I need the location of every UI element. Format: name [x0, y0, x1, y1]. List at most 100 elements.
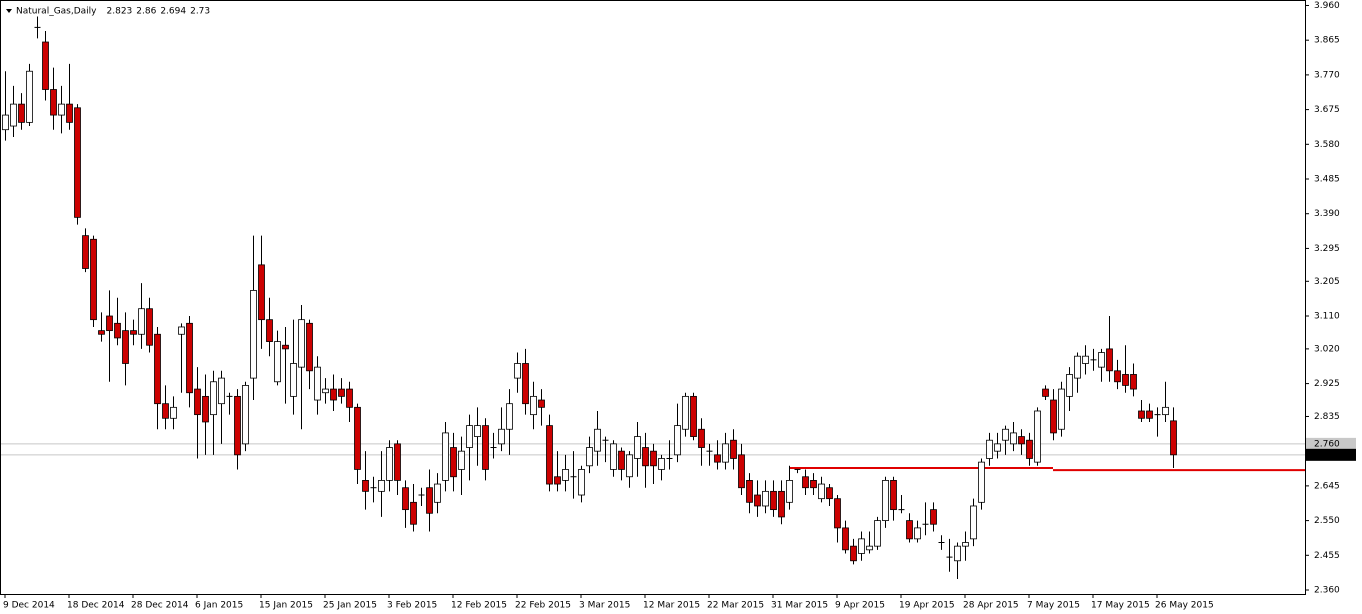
body	[146, 308, 153, 346]
x-tick-label: 18 Dec 2014	[67, 601, 125, 611]
body	[634, 436, 641, 459]
low-value: 2.694	[160, 7, 186, 17]
body	[810, 480, 817, 489]
body	[354, 406, 361, 470]
x-tick-label: 22 Mar 2015	[707, 601, 764, 611]
body	[850, 545, 857, 562]
body	[906, 520, 913, 540]
high-value: 2.86	[136, 7, 156, 17]
body	[546, 425, 553, 485]
y-tick-label: 2.550	[1314, 516, 1340, 526]
body	[138, 308, 145, 335]
body	[234, 395, 241, 456]
body	[1098, 352, 1105, 368]
body	[26, 70, 33, 123]
body	[402, 487, 409, 511]
body	[1042, 388, 1049, 397]
body	[866, 545, 873, 551]
body	[346, 388, 353, 408]
body	[506, 403, 513, 430]
body	[754, 494, 761, 507]
body	[50, 89, 57, 116]
body	[122, 330, 129, 364]
body	[322, 388, 329, 394]
body	[1162, 406, 1169, 416]
body	[746, 480, 753, 503]
body	[194, 388, 201, 416]
body	[1130, 374, 1137, 390]
body	[450, 447, 457, 478]
body	[1138, 410, 1145, 419]
body	[858, 538, 865, 554]
y-tick-label: 2.455	[1314, 551, 1340, 561]
body	[114, 322, 121, 339]
body	[434, 483, 441, 503]
body	[378, 480, 385, 492]
body	[1074, 355, 1081, 379]
x-tick-label: 6 Jan 2015	[195, 601, 243, 611]
body	[890, 480, 897, 511]
body	[770, 490, 777, 511]
collapse-arrow[interactable]	[6, 9, 12, 13]
body	[802, 476, 809, 489]
body	[538, 399, 545, 408]
chart-title: Natural_Gas,Daily	[16, 7, 97, 17]
body	[82, 235, 89, 269]
body	[442, 432, 449, 481]
body	[882, 480, 889, 521]
body	[458, 450, 465, 470]
x-tick-label: 3 Feb 2015	[387, 601, 437, 611]
body	[962, 542, 969, 547]
y-tick-label: 3.580	[1314, 140, 1340, 150]
body	[482, 425, 489, 470]
body	[738, 454, 745, 489]
body	[1058, 388, 1065, 430]
body	[314, 366, 321, 401]
body	[66, 103, 73, 123]
x-tick-label: 28 Dec 2014	[131, 601, 189, 611]
plot-frame	[0, 0, 1306, 595]
body	[1106, 348, 1113, 372]
body	[586, 447, 593, 467]
y-tick-label: 2.925	[1314, 379, 1340, 389]
body	[266, 319, 273, 342]
body	[722, 443, 729, 463]
x-tick-label: 12 Mar 2015	[643, 601, 700, 611]
body	[826, 487, 833, 500]
body	[514, 363, 521, 379]
y-tick-label: 3.770	[1314, 70, 1340, 80]
body	[18, 103, 25, 123]
body	[258, 264, 265, 321]
y-tick-label: 2.835	[1314, 412, 1340, 422]
body	[154, 333, 161, 405]
y-tick-label: 3.295	[1314, 244, 1340, 254]
body	[298, 319, 305, 368]
body	[58, 103, 65, 116]
body	[914, 527, 921, 540]
y-tick-label: 3.485	[1314, 175, 1340, 185]
body	[954, 545, 961, 562]
body	[818, 483, 825, 500]
body	[978, 461, 985, 503]
y-tick-label: 2.645	[1314, 481, 1340, 491]
body	[682, 395, 689, 430]
body	[1050, 399, 1057, 434]
body	[362, 480, 369, 492]
body	[714, 454, 721, 463]
body	[1034, 410, 1041, 463]
body	[658, 458, 665, 470]
body	[674, 425, 681, 456]
y-tick-label: 2.360	[1314, 586, 1340, 596]
x-tick-label: 31 Mar 2015	[771, 601, 828, 611]
price-tag	[1306, 448, 1356, 461]
body	[930, 509, 937, 525]
body	[834, 498, 841, 529]
body	[282, 344, 289, 350]
body	[1018, 436, 1025, 445]
x-tick-label: 22 Feb 2015	[515, 601, 571, 611]
x-tick-label: 7 May 2015	[1027, 601, 1080, 611]
body	[330, 388, 337, 401]
x-tick-label: 19 Apr 2015	[899, 601, 955, 611]
body	[986, 439, 993, 459]
